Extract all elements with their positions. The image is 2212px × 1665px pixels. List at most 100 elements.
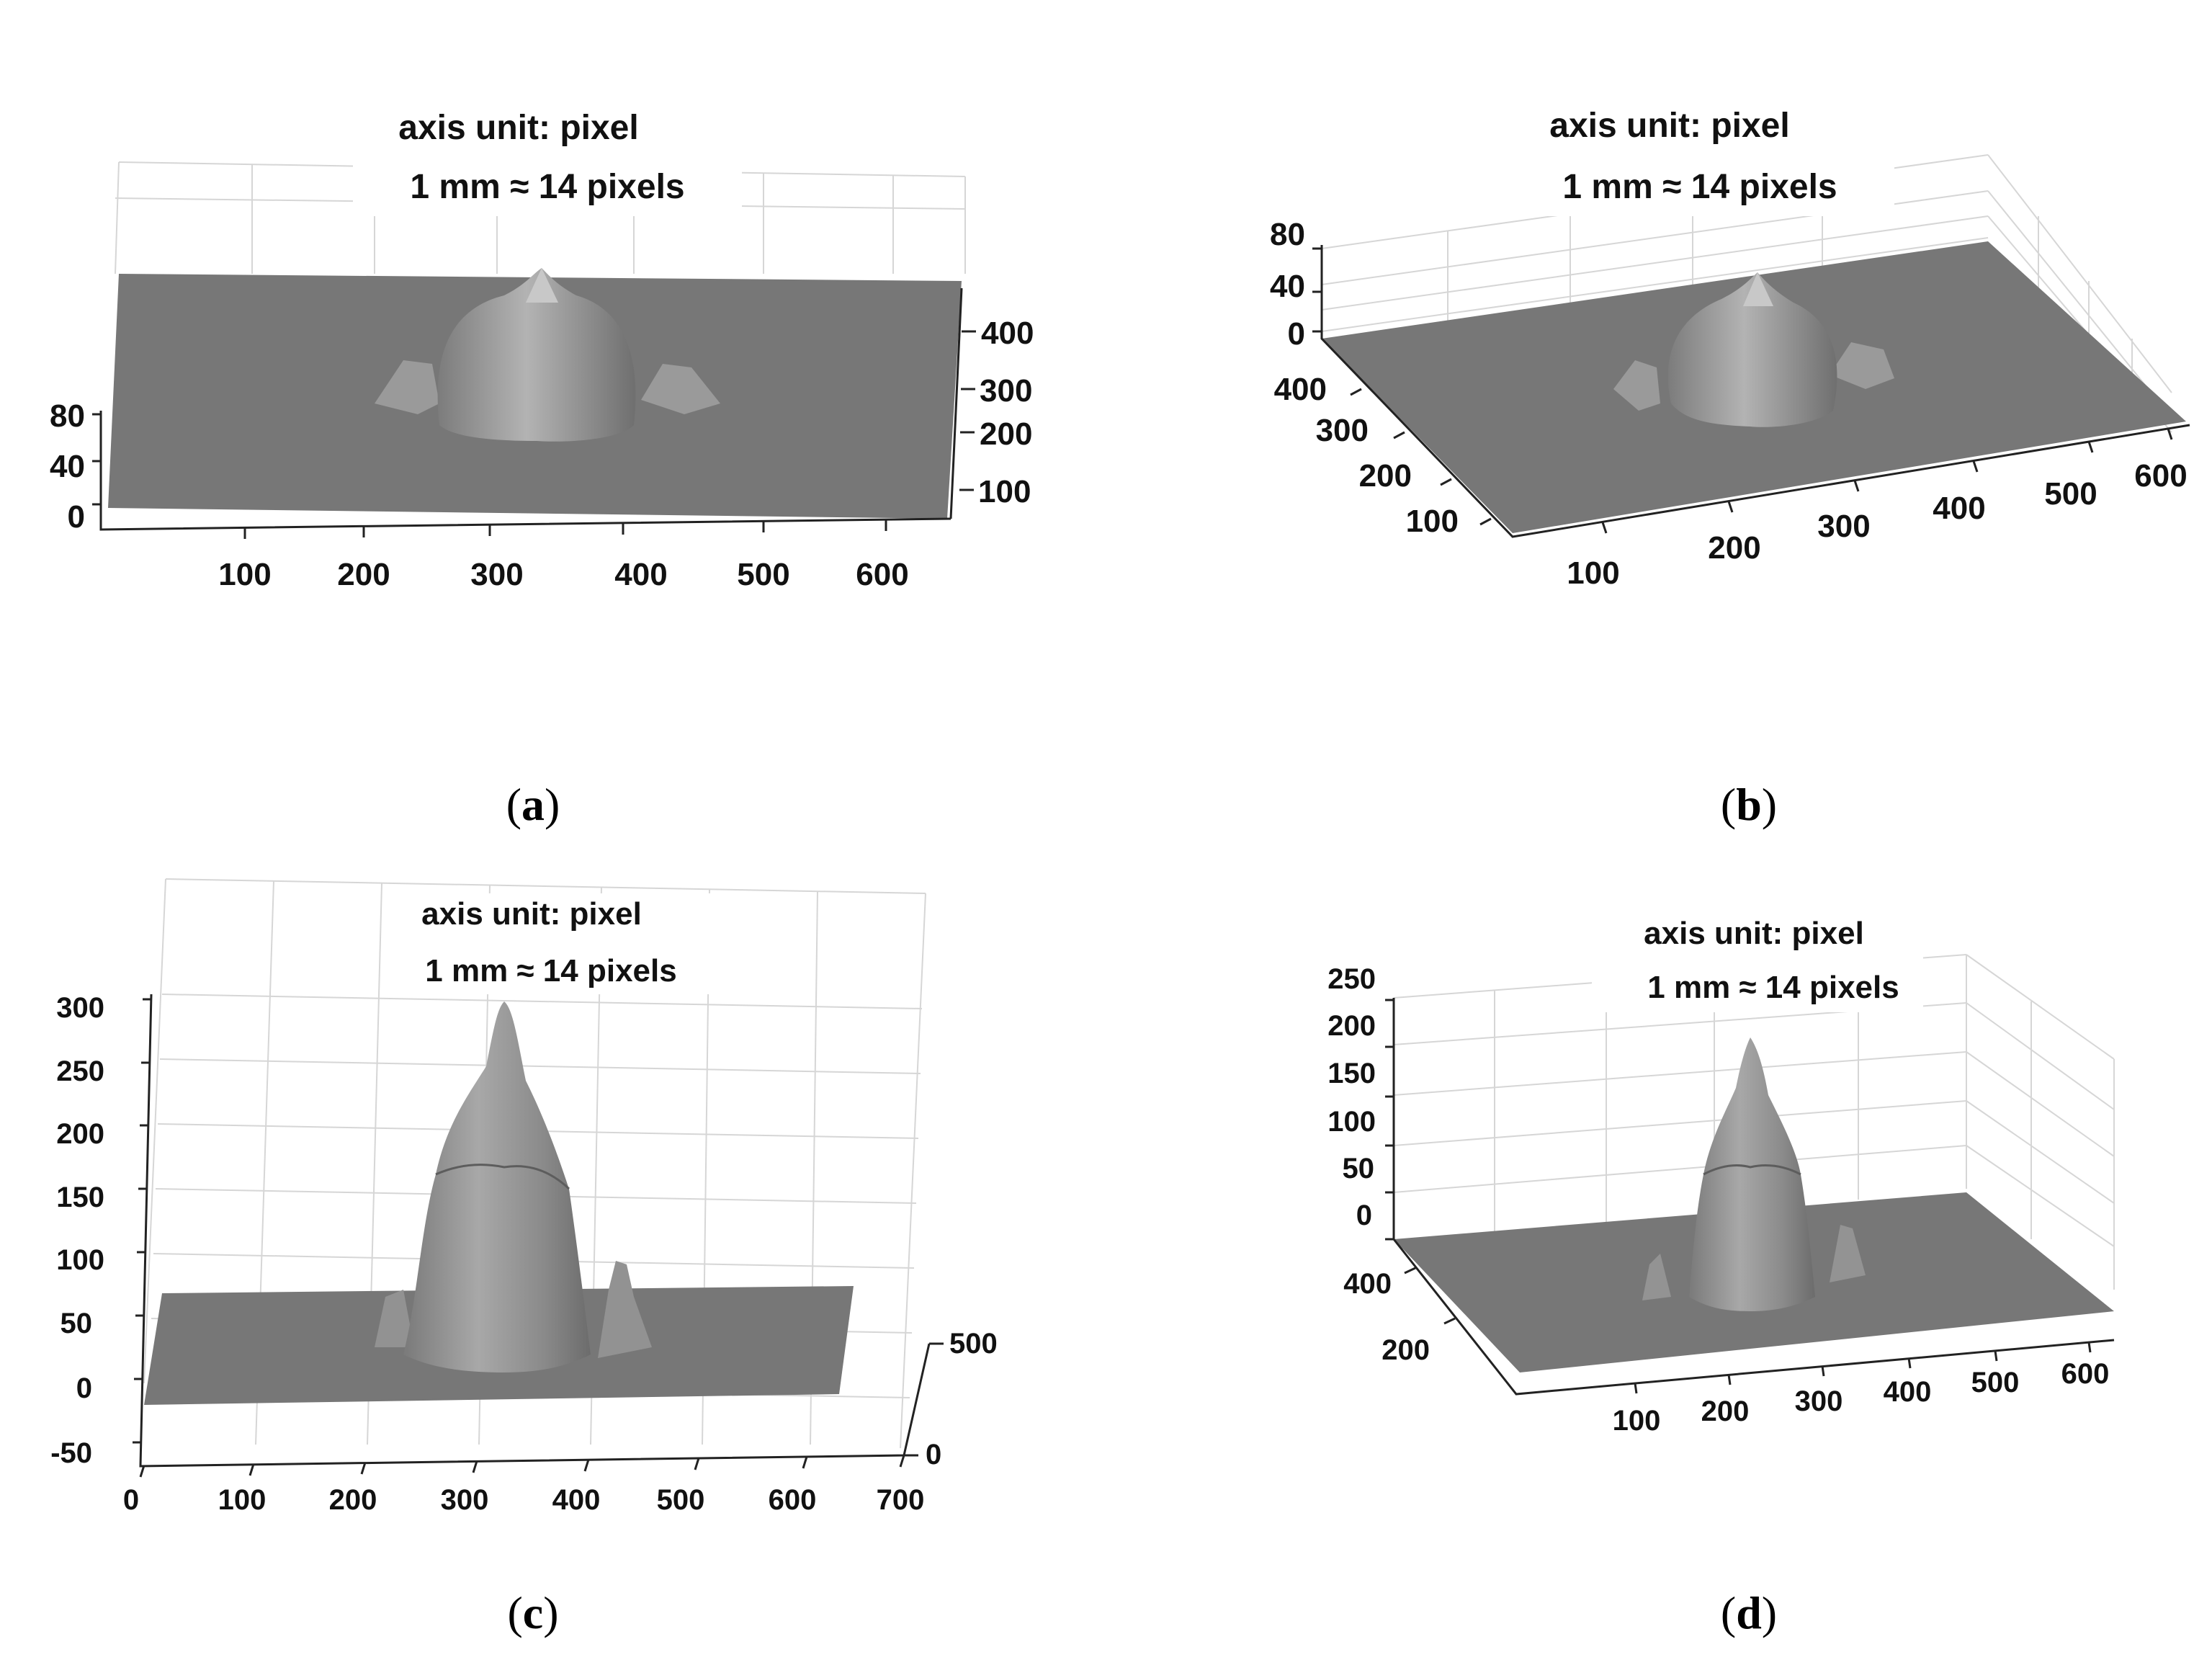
panel-d-tick-marks bbox=[1385, 999, 2092, 1394]
panel-b-x-tick-labels: 100 200 300 400 500 600 bbox=[1567, 458, 2187, 591]
panel-a-caption: (a) bbox=[506, 779, 560, 830]
panel-b-z-tick-labels: 0 40 80 bbox=[1270, 217, 1305, 352]
panel-a-xtick: 100 bbox=[218, 557, 271, 592]
panel-b-ytick: 300 bbox=[1316, 413, 1369, 448]
panel-b-xtick: 100 bbox=[1567, 555, 1619, 591]
panel-d-caption-label: d bbox=[1736, 1587, 1762, 1638]
panel-a-ztick: 40 bbox=[50, 449, 85, 484]
panel-c-z-tick-labels: -50 0 50 100 150 200 250 300 bbox=[50, 992, 104, 1469]
panel-a-annotation-line1: axis unit: pixel bbox=[398, 109, 638, 147]
panel-c-ztick: 200 bbox=[56, 1118, 104, 1150]
panel-c-side-ridges bbox=[375, 1261, 652, 1358]
panel-a-ytick: 100 bbox=[978, 474, 1031, 509]
panel-a-xtick: 200 bbox=[337, 557, 390, 592]
panel-c-x-tick-labels: 0 100 200 300 400 500 600 700 bbox=[123, 1484, 925, 1516]
panel-a-xtick: 600 bbox=[856, 557, 908, 592]
panel-b-annotation-line2: 1 mm ≈ 14 pixels bbox=[1562, 168, 1837, 206]
panel-c-cone bbox=[403, 1001, 591, 1372]
panel-a-ytick: 400 bbox=[981, 316, 1034, 351]
panel-a-xtick: 500 bbox=[737, 557, 789, 592]
panel-b-dome bbox=[1667, 272, 1837, 427]
panel-d-ztick: 0 bbox=[1356, 1200, 1372, 1231]
panel-c-y-tick-marks bbox=[904, 1342, 944, 1457]
panel-a-dome bbox=[437, 268, 636, 442]
panel-b-xtick: 400 bbox=[1933, 491, 1985, 526]
panel-b-annotation-bg bbox=[1505, 101, 1894, 216]
panel-c-xtick: 100 bbox=[218, 1484, 267, 1516]
panel-d-ytick: 200 bbox=[1382, 1334, 1430, 1366]
panel-a: 100 200 300 400 500 600 0 40 80 100 200 … bbox=[50, 101, 1034, 830]
panel-c-xtick: 400 bbox=[552, 1484, 601, 1516]
panel-d-ztick: 200 bbox=[1327, 1010, 1376, 1042]
panel-a-ytick: 300 bbox=[980, 373, 1032, 409]
panel-b-annotation-line1: axis unit: pixel bbox=[1549, 107, 1789, 145]
panel-d-axes bbox=[1392, 998, 2115, 1396]
panel-c-caption-label: c bbox=[523, 1587, 543, 1638]
panel-d-ztick: 250 bbox=[1327, 963, 1376, 995]
panel-b-side-ridges bbox=[1613, 342, 1894, 411]
panel-c-z-tick-marks bbox=[133, 998, 151, 1444]
panel-a-y-tick-marks bbox=[959, 330, 976, 491]
panel-c-annotation-bg bbox=[389, 893, 713, 994]
panel-a-y-tick-labels: 100 200 300 400 bbox=[978, 316, 1034, 509]
panel-c-xtick: 0 bbox=[123, 1484, 139, 1516]
panel-a-z-tick-marks bbox=[92, 413, 101, 506]
panel-b-ytick: 200 bbox=[1359, 458, 1412, 494]
panel-d-y-tick-labels: 200 400 bbox=[1343, 1268, 1430, 1366]
panel-a-z-tick-labels: 0 40 80 bbox=[50, 398, 85, 535]
panel-d-xtick: 500 bbox=[1971, 1367, 2020, 1398]
panel-a-axes bbox=[99, 287, 963, 531]
panel-d-side-ridges bbox=[1642, 1225, 1866, 1300]
panel-b-caption-label: b bbox=[1736, 779, 1762, 830]
panel-c-ztick: 250 bbox=[56, 1055, 104, 1087]
panel-c-xtick: 300 bbox=[441, 1484, 489, 1516]
panel-d-ztick: 100 bbox=[1327, 1106, 1376, 1138]
panel-c-xtick: 500 bbox=[657, 1484, 705, 1516]
panel-d-cone-band bbox=[1703, 1164, 1801, 1176]
panel-b-dome-tip bbox=[1743, 272, 1773, 306]
panel-c-x-tick-marks bbox=[139, 1455, 905, 1478]
panel-d-z-tick-labels: 0 50 100 150 200 250 bbox=[1327, 963, 1376, 1231]
panel-a-annotation-bg bbox=[353, 101, 742, 216]
panel-b-xtick: 500 bbox=[2044, 476, 2097, 512]
panel-c-cone-band bbox=[435, 1164, 570, 1190]
panel-c-ztick: 50 bbox=[61, 1308, 93, 1339]
panel-a-ztick: 80 bbox=[50, 398, 85, 434]
panel-d-xtick: 200 bbox=[1701, 1396, 1750, 1427]
panel-c-ztick: 150 bbox=[56, 1182, 104, 1213]
panel-b-tick-marks bbox=[1312, 247, 2173, 534]
panel-b-xtick: 200 bbox=[1708, 530, 1760, 566]
panel-c-xtick: 200 bbox=[329, 1484, 377, 1516]
panel-c-ztick: -50 bbox=[50, 1437, 92, 1469]
panel-b-y-tick-labels: 100 200 300 400 bbox=[1274, 372, 1459, 539]
panel-d-xtick: 100 bbox=[1613, 1405, 1661, 1437]
panel-c-caption: (c) bbox=[507, 1587, 558, 1638]
panel-d-ztick: 150 bbox=[1327, 1058, 1376, 1089]
panel-b-xtick: 300 bbox=[1817, 509, 1870, 544]
panel-a-annotation-line2: 1 mm ≈ 14 pixels bbox=[410, 168, 684, 206]
panel-a-x-tick-labels: 100 200 300 400 500 600 bbox=[218, 557, 908, 592]
panel-d-cone bbox=[1689, 1037, 1815, 1311]
panel-d-xtick: 400 bbox=[1884, 1376, 1932, 1408]
panel-d-x-tick-labels: 100 200 300 400 500 600 bbox=[1613, 1358, 2110, 1437]
panel-c-xtick: 600 bbox=[769, 1484, 817, 1516]
panel-d-caption: (d) bbox=[1721, 1587, 1777, 1638]
panel-d-annotation-line1: axis unit: pixel bbox=[1644, 916, 1864, 951]
panel-a-xtick: 300 bbox=[470, 557, 523, 592]
panel-b-xtick: 600 bbox=[2134, 458, 2187, 494]
panel-b: 0 40 80 100 200 300 400 100 200 300 400 … bbox=[1270, 101, 2190, 830]
panel-c: 0 100 200 300 400 500 600 700 -50 0 50 1… bbox=[50, 878, 998, 1638]
panel-c-y-tick-labels: 0 500 bbox=[926, 1328, 998, 1470]
panel-c-ytick: 500 bbox=[949, 1328, 998, 1360]
panel-a-side-ridges bbox=[375, 360, 720, 414]
panel-c-axes bbox=[139, 994, 931, 1468]
panel-a-ztick: 0 bbox=[68, 499, 85, 535]
panel-c-ztick: 300 bbox=[56, 992, 104, 1024]
panel-c-ztick: 0 bbox=[76, 1372, 92, 1404]
panel-b-ztick: 40 bbox=[1270, 269, 1305, 304]
panel-b-ytick: 400 bbox=[1274, 372, 1327, 407]
panel-b-ztick: 0 bbox=[1288, 316, 1305, 352]
panel-d-ztick: 50 bbox=[1343, 1153, 1375, 1184]
panel-d-xtick: 300 bbox=[1795, 1385, 1843, 1417]
